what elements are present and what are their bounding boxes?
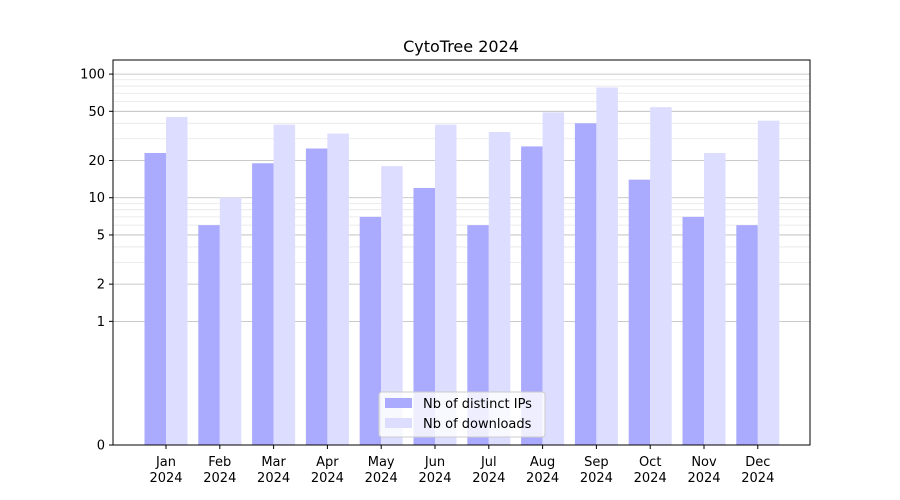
- bar-downloads: [596, 87, 618, 446]
- plot-frame: [112, 59, 811, 446]
- x-tick-label: Dec 2024: [741, 455, 774, 486]
- x-tick-label: Sep 2024: [580, 455, 613, 486]
- bar-distinct-ips: [252, 163, 274, 445]
- bar-distinct-ips: [682, 216, 704, 445]
- bar-downloads: [327, 133, 349, 445]
- x-tick-label: Nov 2024: [687, 455, 720, 486]
- y-tick-label: 100: [80, 68, 105, 83]
- x-tick-label: Apr 2024: [311, 455, 344, 486]
- bar-distinct-ips: [736, 225, 758, 445]
- bars: [144, 87, 780, 446]
- legend-box: [378, 391, 546, 438]
- chart-title: CytoTree 2024: [403, 37, 519, 56]
- bar-distinct-ips: [521, 146, 543, 445]
- legend: Nb of distinct IPs Nb of downloads: [378, 391, 546, 438]
- legend-swatch: [385, 398, 412, 408]
- bar-downloads: [381, 166, 403, 445]
- x-tick-label: Jul 2024: [472, 455, 505, 486]
- bar-distinct-ips: [359, 216, 382, 445]
- y-tick-label: 5: [97, 228, 105, 243]
- x-axis: Jan 2024 Feb 2024 Mar 2024 Apr 2024 May 2024 Jun 20…: [149, 445, 774, 486]
- bar-distinct-ips: [198, 225, 220, 445]
- bar-distinct-ips: [574, 123, 597, 445]
- x-tick-label: May 2024: [365, 455, 398, 486]
- bar-downloads: [435, 124, 457, 445]
- x-tick-label: Aug 2024: [526, 455, 559, 486]
- bar-downloads: [166, 116, 188, 445]
- x-tick-label: Oct 2024: [634, 455, 667, 486]
- y-tick-label: 1: [97, 315, 105, 330]
- y-tick-label: 2: [97, 278, 105, 293]
- y-tick-label: 0: [97, 439, 105, 454]
- bar-downloads: [273, 124, 296, 445]
- legend-label: Nb of downloads: [423, 417, 532, 432]
- legend-swatch: [385, 418, 412, 428]
- y-tick-label: 50: [88, 105, 105, 120]
- bar-distinct-ips: [467, 225, 489, 445]
- y-tick-label: 20: [88, 154, 105, 169]
- legend-label: Nb of distinct IPs: [423, 397, 532, 412]
- bar-distinct-ips: [628, 179, 651, 446]
- y-axis: 0 1 2 5 10 20 50 100: [80, 68, 113, 454]
- x-tick-label: Jun 2024: [418, 455, 451, 486]
- bar-downloads: [704, 153, 726, 445]
- x-tick-label: Mar 2024: [257, 455, 290, 486]
- axes: [112, 59, 811, 446]
- bar-downloads: [650, 107, 672, 445]
- bar-downloads: [488, 132, 511, 446]
- bar-distinct-ips: [305, 148, 328, 445]
- bar-distinct-ips: [413, 187, 435, 445]
- x-tick-label: Jan 2024: [149, 455, 182, 486]
- y-tick-label: 10: [88, 191, 105, 206]
- bar-distinct-ips: [144, 153, 166, 445]
- bar-downloads: [542, 112, 565, 446]
- bar-downloads: [219, 197, 242, 445]
- x-tick-label: Feb 2024: [203, 455, 236, 486]
- bar-downloads: [757, 120, 780, 446]
